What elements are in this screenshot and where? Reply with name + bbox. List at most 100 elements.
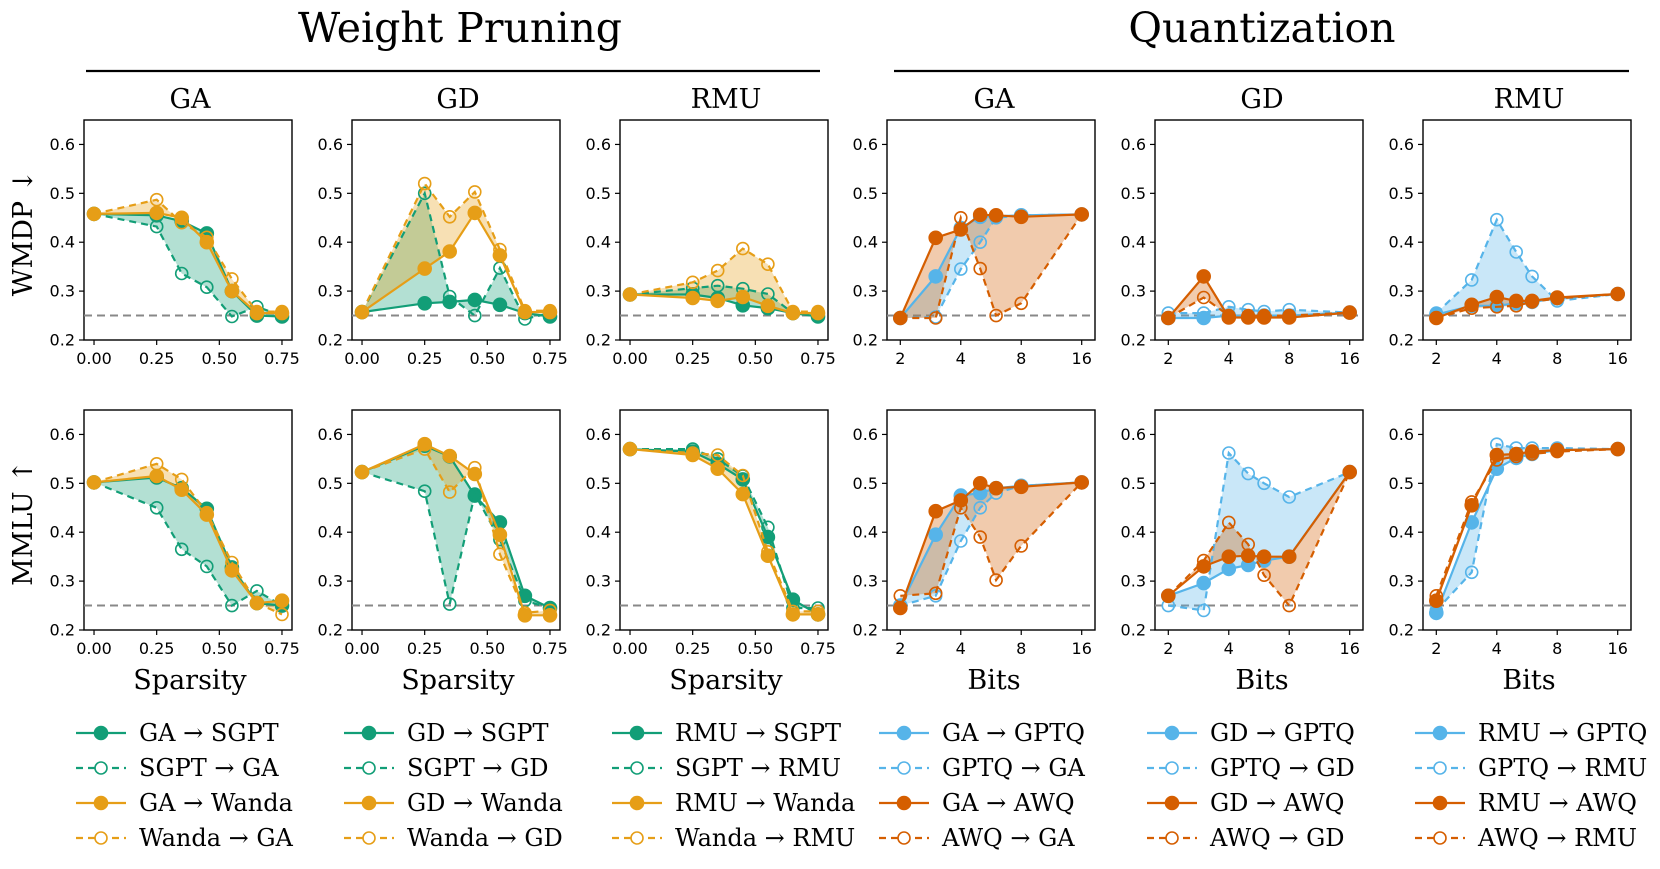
data-point [1464, 565, 1479, 580]
data-point [761, 544, 775, 559]
y-tick-label: 0.5 [1121, 184, 1146, 203]
legend-marker [1432, 725, 1448, 741]
data-point [1550, 444, 1564, 459]
data-point [1490, 212, 1504, 227]
y-tick-label: 0.6 [586, 425, 611, 444]
x-tick-label: 0.25 [407, 349, 443, 368]
data-point [623, 287, 637, 302]
data-point [1490, 299, 1504, 314]
legend-marker [896, 725, 912, 741]
x-tick-label: 2 [1431, 639, 1441, 658]
legend-col-1: GD → SGPT SGPT → GD GD → Wanda Wanda → GD [344, 719, 563, 852]
series-line [93, 481, 283, 608]
y-tick-label: 0.3 [1389, 282, 1414, 301]
panel-frame [619, 409, 829, 631]
panel-r1-c4: 0.2 0.3 0.4 0.5 0.6 2 4 8 16 [1121, 409, 1364, 658]
legend-marker [897, 761, 911, 775]
data-point [543, 303, 557, 318]
series-line [629, 247, 818, 313]
data-point [149, 468, 164, 484]
group-title-weight-pruning: Weight Pruning [298, 4, 622, 52]
data-point [1257, 476, 1271, 491]
y-tick-label: 0.3 [1121, 282, 1146, 301]
x-tick-label: 0.00 [612, 349, 648, 368]
y-tick-label: 0.6 [318, 135, 343, 154]
data-point [972, 475, 988, 491]
col-title-quant-rmu: RMU [1494, 84, 1565, 115]
xlabel-bits-gd: Bits [1235, 665, 1288, 696]
shaded-region [94, 213, 282, 317]
data-point [685, 275, 700, 290]
data-point [892, 600, 908, 616]
data-point [786, 604, 800, 619]
xlabel-bits-rmu: Bits [1502, 665, 1555, 696]
legend-label: GA → GPTQ [942, 719, 1085, 747]
legend-label: GD → AWQ [1210, 789, 1344, 817]
data-point [988, 480, 1004, 496]
data-point [988, 208, 1004, 223]
data-point [786, 304, 800, 319]
y-tick-label: 0.4 [318, 523, 343, 542]
panel-r1-c2: 0.2 0.3 0.4 0.5 0.6 0.00 0.25 0.50 0.75 [586, 409, 836, 658]
data-point [1342, 465, 1357, 479]
y-tick-label: 0.3 [1121, 572, 1146, 591]
y-tick-label: 0.6 [586, 135, 611, 154]
x-tick-label: 8 [1552, 349, 1562, 368]
data-point [1196, 269, 1211, 284]
x-tick-label: 0.25 [139, 349, 175, 368]
data-point [761, 257, 775, 272]
data-point [417, 484, 432, 499]
y-tick-label: 0.2 [318, 621, 343, 640]
data-point [1074, 475, 1089, 490]
data-point [1196, 575, 1211, 591]
x-tick-label: 2 [1163, 639, 1173, 658]
shaded-region [1436, 219, 1618, 315]
y-tick-label: 0.2 [1121, 331, 1146, 350]
chart-panels: 0.2 0.3 0.4 0.5 0.6 0.00 0.25 0.50 0.75 0.2 0.3 0.4… [50, 119, 1632, 658]
y-tick-label: 0.5 [50, 184, 75, 203]
data-point [467, 308, 482, 323]
panel-r1-c1: 0.2 0.3 0.4 0.5 0.6 0.00 0.25 0.50 0.75 [318, 409, 568, 658]
data-point [928, 230, 944, 246]
legend-marker [1432, 795, 1448, 811]
x-tick-label: 0.75 [264, 639, 300, 658]
legend-marker [1164, 795, 1180, 811]
y-tick-label: 0.2 [1389, 621, 1414, 640]
y-tick-label: 0.3 [853, 282, 878, 301]
data-point [417, 442, 432, 456]
data-point [355, 465, 369, 479]
panel-frame [83, 119, 293, 341]
y-tick-label: 0.2 [1389, 331, 1414, 350]
panel-r0-c2: 0.2 0.3 0.4 0.5 0.6 0.00 0.25 0.50 0.75 [586, 119, 836, 368]
data-point [200, 280, 214, 295]
panel-r0-c5: 0.2 0.3 0.4 0.5 0.6 2 4 8 16 [1389, 119, 1632, 368]
legend-label: GA → AWQ [942, 789, 1075, 817]
data-point [1221, 561, 1237, 577]
legend-label: AWQ → GA [941, 824, 1075, 852]
data-point [200, 230, 214, 245]
legend-label: GPTQ → RMU [1478, 754, 1647, 782]
y-tick-label: 0.5 [586, 474, 611, 493]
data-point [972, 207, 988, 223]
data-point [417, 176, 432, 191]
col-title-pruning-ga: GA [169, 84, 211, 115]
xlabel-sparsity-gd: Sparsity [401, 665, 515, 696]
legend-marker [629, 725, 645, 741]
data-point [1610, 287, 1625, 301]
data-point [989, 573, 1003, 587]
legend-marker [1165, 761, 1179, 775]
shaded-region [900, 214, 1082, 318]
x-tick-label: 0.50 [470, 349, 506, 368]
legend-label: GA → SGPT [139, 719, 279, 747]
y-tick-label: 0.4 [1389, 523, 1414, 542]
panel-frame [351, 119, 561, 341]
data-point [685, 290, 701, 306]
data-point [1550, 291, 1564, 306]
y-tick-label: 0.4 [1121, 233, 1146, 252]
figure-headers: Weight Pruning Quantization GA GD RMU GA… [8, 4, 1629, 696]
x-tick-label: 0.75 [264, 349, 300, 368]
x-tick-label: 16 [1340, 349, 1360, 368]
data-point [810, 607, 826, 622]
series-line [900, 213, 1082, 320]
